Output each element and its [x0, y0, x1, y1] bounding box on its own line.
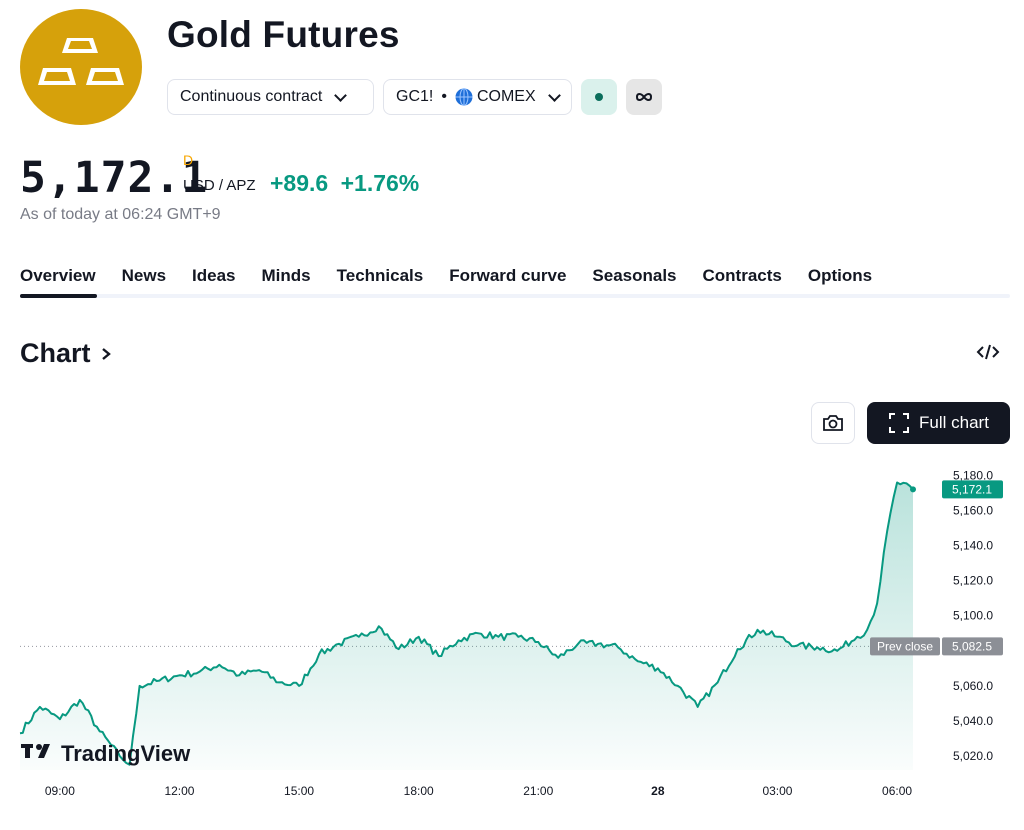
full-chart-label: Full chart: [919, 413, 989, 432]
y-tick-label: 5,100.0: [953, 609, 993, 623]
prev-close-tag: [870, 637, 940, 656]
watermark-text: TradingView: [61, 741, 191, 766]
camera-icon: [823, 415, 843, 431]
tab-ideas[interactable]: Ideas: [192, 266, 236, 285]
active-tab-indicator: [20, 294, 97, 298]
page-title: Gold Futures: [167, 14, 400, 55]
x-tick-label: 15:00: [284, 784, 314, 798]
separator-dot: •: [441, 88, 447, 105]
infinity-button[interactable]: [626, 79, 662, 115]
symbol-tabs: Overview News Ideas Minds Technicals For…: [20, 266, 898, 286]
tradingview-watermark: TradingView: [21, 741, 191, 766]
full-chart-button[interactable]: Full chart: [867, 402, 1010, 444]
last-price-point: [910, 486, 916, 493]
tab-technicals[interactable]: Technicals: [336, 266, 424, 285]
y-tick-label: 5,160.0: [953, 504, 993, 518]
symbol-exchange-dropdown[interactable]: GC1! • COMEX: [383, 79, 572, 115]
last-price-badge: [942, 480, 1003, 499]
y-tick-label: 5,120.0: [953, 574, 993, 588]
as-of-timestamp: As of today at 06:24 GMT+9: [20, 206, 221, 223]
prev-close-badge-text: 5,082.5: [952, 639, 992, 653]
tab-options[interactable]: Options: [807, 266, 873, 285]
price-area-fill: [20, 482, 913, 770]
y-tick-label: 5,140.0: [953, 539, 993, 553]
y-tick-label: 5,180.0: [953, 469, 993, 483]
chevron-down-icon: [547, 88, 561, 102]
code-embed-icon[interactable]: [976, 342, 1000, 367]
x-tick-label: 03:00: [762, 784, 792, 798]
change-percent: +1.76%: [340, 170, 420, 196]
contract-type-label: Continuous contract: [180, 88, 323, 105]
market-status-button[interactable]: [581, 79, 617, 115]
market-open-dot-icon: [595, 93, 603, 101]
exchange-label: COMEX: [476, 88, 536, 105]
infinity-icon: [635, 93, 653, 101]
y-tick-label: 5,020.0: [953, 749, 993, 763]
price-change: +89.6 +1.76%: [270, 170, 419, 197]
y-tick-label: 5,040.0: [953, 714, 993, 728]
y-tick-label: 5,060.0: [953, 679, 993, 693]
prev-close-badge: [942, 637, 1003, 656]
x-tick-label: 21:00: [523, 784, 553, 798]
x-tick-label: 28: [651, 784, 665, 798]
change-value: +89.6: [270, 170, 329, 196]
gold-bars-icon: [20, 9, 142, 125]
symbol-label: GC1!: [396, 88, 434, 105]
tab-overview[interactable]: Overview: [20, 266, 96, 285]
globe-icon: [455, 88, 473, 106]
x-tick-label: 06:00: [882, 784, 912, 798]
chevron-down-icon: [334, 88, 348, 102]
tab-forward-curve[interactable]: Forward curve: [449, 266, 567, 285]
chart-heading: Chart: [20, 338, 91, 368]
last-price-badge-text: 5,172.1: [952, 482, 992, 496]
x-tick-label: 09:00: [45, 784, 75, 798]
contract-type-dropdown[interactable]: Continuous contract: [167, 79, 374, 115]
tradingview-logo-icon: [21, 744, 50, 758]
tabs-divider: [20, 294, 1010, 298]
prev-close-tag-text: Prev close: [877, 639, 933, 653]
x-tick-label: 12:00: [164, 784, 194, 798]
snapshot-button[interactable]: [811, 402, 855, 444]
tab-seasonals[interactable]: Seasonals: [592, 266, 677, 285]
last-price: 5,172.1: [20, 153, 209, 203]
x-tick-label: 18:00: [404, 784, 434, 798]
tab-minds[interactable]: Minds: [261, 266, 311, 285]
fullscreen-icon: [889, 413, 910, 433]
currency-label: USD / APZ: [183, 177, 256, 194]
delayed-flag: D: [183, 152, 194, 168]
tab-news[interactable]: News: [121, 266, 167, 285]
chart-section-link[interactable]: Chart: [20, 338, 111, 369]
chevron-right-icon: [102, 348, 111, 360]
tab-contracts[interactable]: Contracts: [702, 266, 782, 285]
price-chart[interactable]: 5,180.0 5,160.0 5,140.0 5,120.0 5,100.0 5,060…: [0, 455, 1024, 800]
price-series-line: [19, 481, 914, 766]
